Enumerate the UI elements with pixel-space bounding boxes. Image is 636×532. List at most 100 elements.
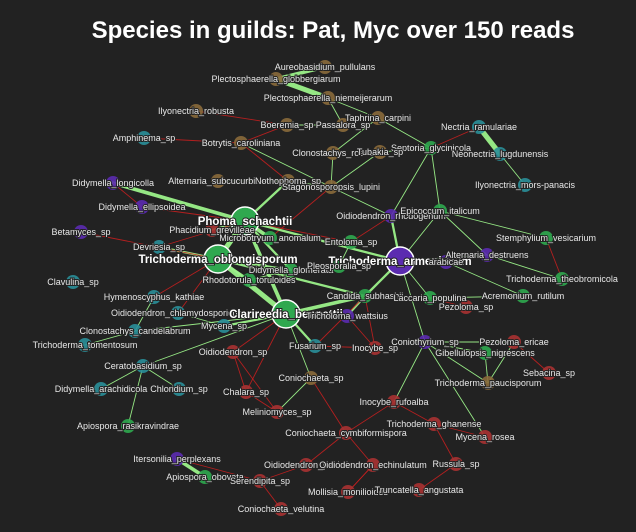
node-pezoloma_sp[interactable] (459, 300, 473, 314)
node-neonectria[interactable] (493, 147, 507, 161)
node-label-alternaria_dest: Alternaria_destruens (445, 250, 529, 260)
node-trichoderma_tom[interactable] (78, 338, 92, 352)
node-phoma[interactable] (230, 206, 260, 236)
node-label-clavulina: Clavulina_sp (47, 277, 99, 287)
edge-tricholoma-inocybe_sp (346, 315, 376, 349)
node-aureobasidium[interactable] (318, 60, 332, 74)
node-botrytis[interactable] (234, 136, 248, 150)
node-label-gibellulopsis: Gibellulopsis_nigrescens (435, 348, 535, 358)
node-label-neonectria: Neonectria_lugdunensis (452, 149, 549, 159)
node-nothophoma[interactable] (281, 174, 295, 188)
node-apiospora_ras[interactable] (121, 419, 135, 433)
node-rhodotorula[interactable] (242, 273, 256, 287)
node-boeremia[interactable] (280, 118, 294, 132)
node-russula[interactable] (449, 457, 463, 471)
node-label-acremonium: Acremonium_rutilum (482, 291, 565, 301)
node-ilyo_robusta[interactable] (189, 104, 203, 118)
node-label-microbotryum: Microbotryum_anomalum (219, 233, 321, 243)
node-plecto_globb[interactable] (269, 72, 283, 86)
node-clavulina[interactable] (66, 275, 80, 289)
node-trichoderma_ghan[interactable] (427, 417, 441, 431)
node-oidio_chlamy[interactable] (171, 306, 185, 320)
node-microbotryum[interactable] (263, 231, 277, 245)
edge-trichoderma_ghan-russula (433, 423, 457, 465)
node-inocybe_sp[interactable] (368, 341, 382, 355)
node-oidiodendron_rhod[interactable] (384, 209, 398, 223)
node-amphinema[interactable] (137, 131, 151, 145)
node-ceratobasidium[interactable] (136, 359, 150, 373)
node-stemphylium[interactable] (539, 231, 553, 245)
edge-oidiodendron_rhod-entoloma (350, 215, 392, 243)
node-trichoderma_theo[interactable] (555, 272, 569, 286)
node-clarireedia[interactable] (271, 299, 301, 329)
node-pleosporalia[interactable] (332, 259, 346, 273)
node-oidiodendron_sp[interactable] (226, 345, 240, 359)
node-label-boeremia: Boeremia_sp (260, 120, 313, 130)
node-didymella_arach[interactable] (94, 382, 108, 396)
node-plecto_niem[interactable] (321, 91, 335, 105)
node-epicoccum[interactable] (433, 204, 447, 218)
node-apiospora_obov[interactable] (198, 470, 212, 484)
node-label-coniothyrium: Coniothyrium_sp (391, 337, 459, 347)
node-oidio_pezzii[interactable] (299, 458, 313, 472)
node-devriesia[interactable] (152, 240, 166, 254)
node-mollisia[interactable] (341, 485, 355, 499)
node-didymella_glom[interactable] (284, 263, 298, 277)
node-stagonosporopsis[interactable] (324, 180, 338, 194)
node-taphrina[interactable] (371, 111, 385, 125)
node-coniothyrium[interactable] (418, 335, 432, 349)
node-trichoderma_obl[interactable] (203, 244, 233, 274)
node-coniochaeta_sp[interactable] (304, 371, 318, 385)
node-gibellulopsis[interactable] (478, 346, 492, 360)
node-hymenoscyphus[interactable] (147, 290, 161, 304)
node-didymella_long[interactable] (106, 176, 120, 190)
node-arabicae[interactable] (439, 255, 453, 269)
node-serendipita[interactable] (253, 474, 267, 488)
edge-nectria-septoria (430, 126, 480, 149)
node-tricholoma[interactable] (340, 309, 354, 323)
node-nectria[interactable] (472, 120, 486, 134)
node-sebacina[interactable] (542, 366, 556, 380)
node-mycena_sp[interactable] (217, 319, 231, 333)
node-trichoderma_pauci[interactable] (481, 376, 495, 390)
node-didymella_ellip[interactable] (135, 200, 149, 214)
node-oidio_echin[interactable] (366, 458, 380, 472)
node-clonostachys_cand[interactable] (128, 324, 142, 338)
node-chalara[interactable] (239, 385, 253, 399)
chart-title: Species in guilds: Pat, Myc over 150 rea… (91, 17, 575, 44)
node-laccaria[interactable] (423, 291, 437, 305)
node-fusarium[interactable] (308, 339, 322, 353)
edge-nothophoma-stagonosporopsis (287, 180, 332, 188)
node-passalora[interactable] (336, 118, 350, 132)
node-pezoloma_ericae[interactable] (507, 335, 521, 349)
node-phacidium[interactable] (205, 223, 219, 237)
node-betamyces[interactable] (74, 225, 88, 239)
node-coniochaeta_cymb[interactable] (339, 426, 353, 440)
edge-tubakia-stagonosporopsis (330, 151, 381, 188)
node-label-plecto_globb: Plectosphaerella_globbergiarum (211, 74, 340, 84)
node-alternaria_dest[interactable] (480, 248, 494, 262)
node-inocybe_ruf[interactable] (387, 395, 401, 409)
node-ilyo_mors[interactable] (518, 178, 532, 192)
edge-epicoccum-stemphylium (439, 210, 547, 239)
node-truncatella[interactable] (412, 483, 426, 497)
node-label-oidiodendron_rhod: Oidiodendron_rhodogenum (336, 211, 446, 221)
edge-ceratobasidium-apiospora_ras (127, 365, 144, 427)
node-meliniomyces[interactable] (270, 405, 284, 419)
node-acremonium[interactable] (516, 289, 530, 303)
node-candida[interactable] (358, 289, 372, 303)
node-label-nectria: Nectria_ramulariae (441, 122, 517, 132)
node-alternaria_subcult[interactable] (211, 174, 225, 188)
node-mycena_rosea[interactable] (478, 430, 492, 444)
node-entoloma[interactable] (344, 235, 358, 249)
node-chloridium[interactable] (172, 382, 186, 396)
node-tubakia[interactable] (373, 145, 387, 159)
node-septoria[interactable] (424, 141, 438, 155)
node-itersonilia[interactable] (170, 452, 184, 466)
node-coniochaeta_vel[interactable] (274, 502, 288, 516)
node-label-didymella_ellip: Didymella_ellipsoidea (98, 202, 185, 212)
node-trichoderma_arm[interactable] (385, 246, 415, 276)
node-clonostachys_rosea[interactable] (326, 146, 340, 160)
node-label-pleosporalia: Pleosporalia_sp (307, 261, 371, 271)
